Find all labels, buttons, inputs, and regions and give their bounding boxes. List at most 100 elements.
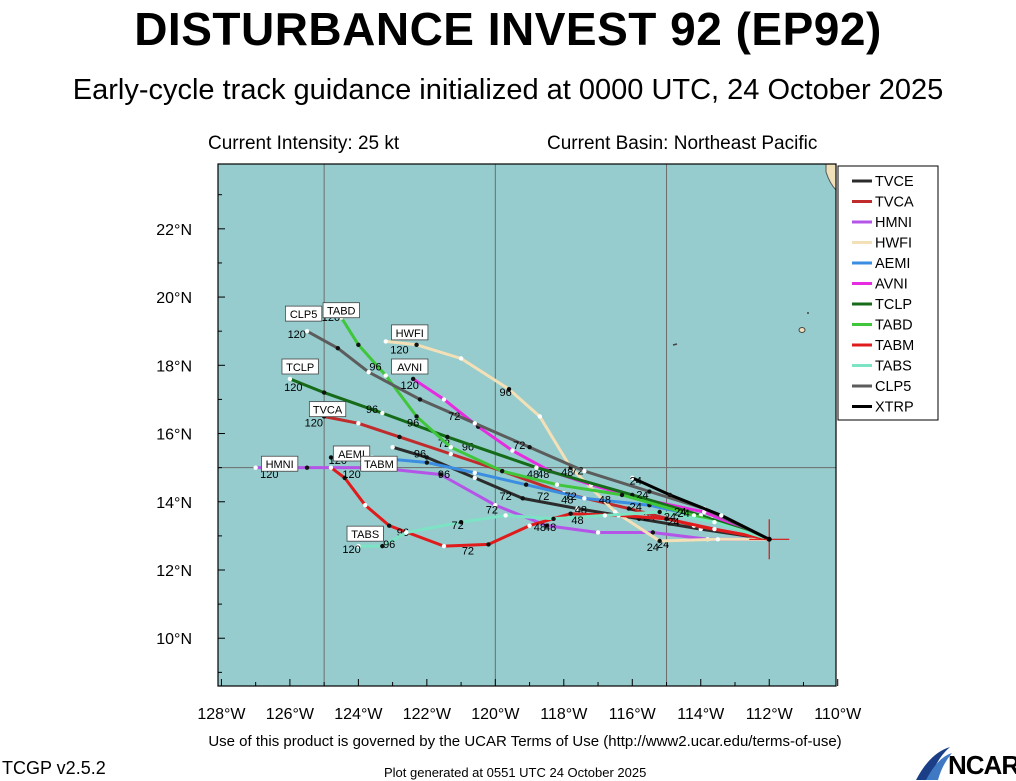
track-hwfi <box>385 339 770 543</box>
y-tick-label: 10°N <box>156 631 192 648</box>
model-tag-label: CLP5 <box>290 309 318 321</box>
track-point <box>458 356 464 361</box>
forecast-hour-label: 24 <box>664 512 676 524</box>
track-point <box>595 530 601 535</box>
forecast-hour-label: 48 <box>544 522 556 534</box>
model-tag-label: TCLP <box>286 362 314 374</box>
legend-label: TCLP <box>875 297 912 313</box>
legend-label: AVNI <box>875 277 908 293</box>
track-tabd <box>340 316 770 541</box>
forecast-hour-label: 72 <box>565 491 577 503</box>
track-point <box>356 421 361 426</box>
x-tick-label: 112°W <box>746 706 794 723</box>
forecast-hour-label: 96 <box>383 539 395 551</box>
model-tag-label: TABD <box>327 306 356 318</box>
track-point <box>520 496 525 501</box>
track-point <box>383 373 388 378</box>
track-point <box>397 434 402 440</box>
legend-label: TABD <box>875 318 913 334</box>
forecast-hour-label: 120 <box>401 380 419 392</box>
track-point <box>304 328 310 334</box>
forecast-hour-label: 24 <box>630 476 642 488</box>
forecast-hour-label: 72 <box>452 520 464 532</box>
track-point <box>486 542 491 547</box>
track-point <box>342 475 347 481</box>
legend-box <box>837 165 939 421</box>
x-tick-label: 116°W <box>609 706 657 723</box>
x-tick-label: 118°W <box>540 706 588 723</box>
track-guidance-map: 2448729624487296247296484896244872969696… <box>156 163 939 723</box>
model-tag-label: AEMI <box>338 449 365 461</box>
track-point <box>503 513 508 518</box>
forecast-hour-label: 48 <box>534 522 546 534</box>
current-intensity: Current Intensity: 25 kt <box>208 133 400 154</box>
track-tabm <box>330 466 770 548</box>
forecast-hour-label: 24 <box>678 508 690 520</box>
model-tag-label: HMNI <box>266 459 294 471</box>
storm-center <box>766 536 772 542</box>
forecast-hour-label: 120 <box>305 418 323 430</box>
track-point <box>441 397 447 402</box>
track-point <box>441 543 447 549</box>
legend-label: CLP5 <box>875 379 911 395</box>
track-point <box>544 523 549 528</box>
legend-label: TABS <box>875 359 912 375</box>
model-tag-box <box>391 358 429 375</box>
track-point <box>414 342 419 348</box>
track-point <box>657 509 662 515</box>
track-point <box>657 538 662 544</box>
forecast-hour-label: 120 <box>390 344 408 356</box>
track-point <box>712 520 717 525</box>
track-point <box>366 369 371 375</box>
track-point <box>493 502 498 508</box>
legend-label: XTRP <box>875 400 914 416</box>
track-point <box>527 444 532 450</box>
plot-frame <box>217 163 837 687</box>
track-point <box>712 526 717 532</box>
track-point <box>527 523 532 528</box>
track-point <box>499 468 505 474</box>
track-point <box>602 513 608 518</box>
track-point <box>715 537 721 542</box>
forecast-hour-label: 96 <box>369 361 381 373</box>
track-point <box>380 543 385 549</box>
x-tick-label: 124°W <box>334 706 383 723</box>
track-point <box>321 390 327 395</box>
track-point <box>380 410 385 416</box>
track-point <box>582 468 587 474</box>
island-mark <box>807 312 809 314</box>
ocean-area <box>218 164 836 686</box>
track-point <box>445 434 450 440</box>
track-point <box>568 511 573 516</box>
model-tag-label: TABS <box>351 529 379 541</box>
track-point <box>414 414 419 419</box>
y-tick-label: 16°N <box>156 427 192 444</box>
forecast-hour-label: 72 <box>499 491 511 503</box>
track-point <box>551 516 556 522</box>
track-point <box>335 346 341 351</box>
track-point <box>554 482 560 487</box>
legend-label: HMNI <box>875 215 912 231</box>
track-point <box>582 496 587 501</box>
track-point <box>650 530 656 535</box>
track-point <box>424 455 430 460</box>
track-point <box>363 502 368 508</box>
track-point <box>458 520 464 525</box>
model-tag-box <box>360 455 398 472</box>
forecast-hour-label: 24 <box>667 517 679 529</box>
forecast-hour-label: 120 <box>260 469 278 481</box>
legend-label: TABM <box>875 338 914 354</box>
forecast-hour-label: 48 <box>561 494 573 506</box>
model-tag-box <box>281 358 319 375</box>
track-point <box>472 470 477 475</box>
forecast-hour-label: 120 <box>342 544 360 556</box>
track-point <box>472 421 477 426</box>
forecast-hour-label: 72 <box>462 546 474 558</box>
track-point <box>383 339 388 344</box>
track-point <box>647 489 652 494</box>
track-point <box>472 475 477 481</box>
track-xtrp <box>631 476 770 541</box>
x-tick-label: 122°W <box>403 706 452 723</box>
model-tag-box <box>346 525 384 542</box>
model-tag-label: HWFI <box>396 328 424 340</box>
